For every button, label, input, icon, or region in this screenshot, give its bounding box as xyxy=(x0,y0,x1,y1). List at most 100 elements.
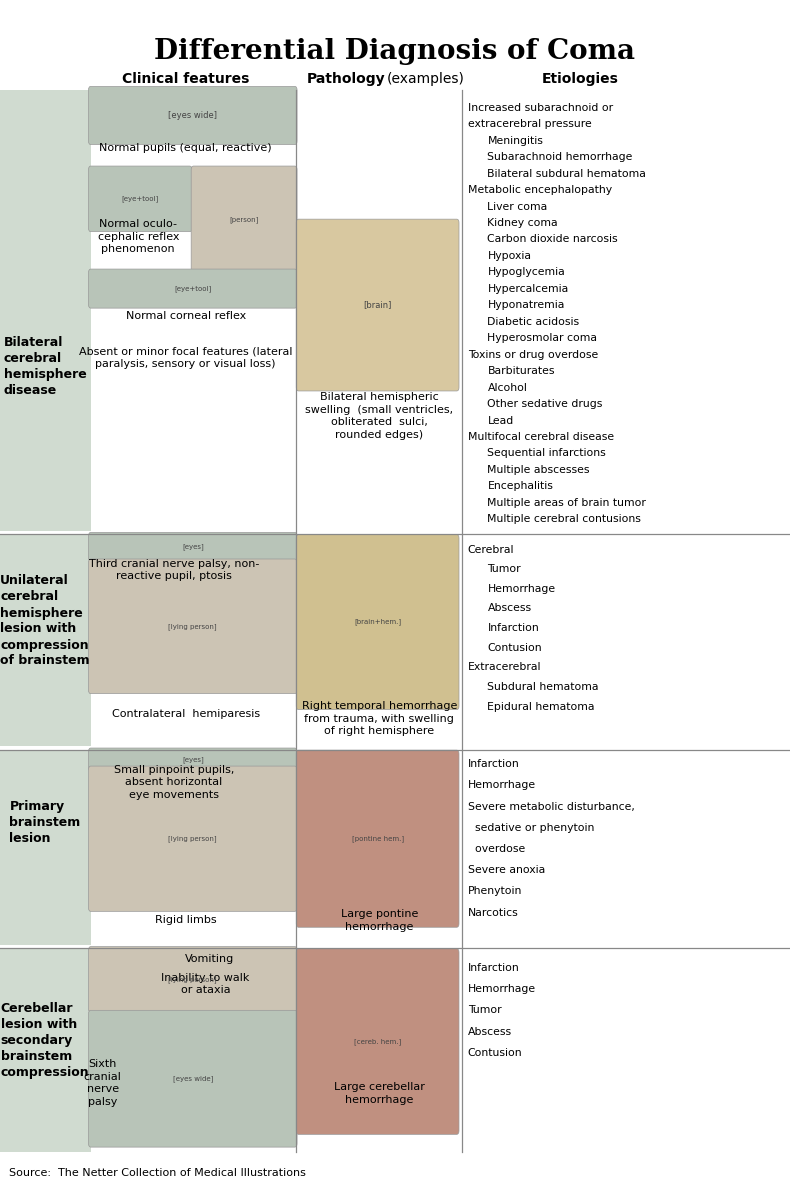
Text: Normal corneal reflex: Normal corneal reflex xyxy=(126,311,246,322)
Text: Lead: Lead xyxy=(487,415,514,426)
Text: [pontine hem.]: [pontine hem.] xyxy=(352,835,404,842)
Text: Hemorrhage: Hemorrhage xyxy=(487,584,555,594)
Text: Multiple areas of brain tumor: Multiple areas of brain tumor xyxy=(487,498,646,508)
Text: [brain+hem.]: [brain+hem.] xyxy=(354,619,401,625)
Text: Multifocal cerebral disease: Multifocal cerebral disease xyxy=(468,432,614,442)
Text: Multiple abscesses: Multiple abscesses xyxy=(487,464,590,475)
Text: Right temporal hemorrhage
from trauma, with swelling
of right hemisphere: Right temporal hemorrhage from trauma, w… xyxy=(302,701,457,736)
FancyBboxPatch shape xyxy=(88,947,297,1013)
Text: Primary
brainstem
lesion: Primary brainstem lesion xyxy=(9,800,81,845)
FancyBboxPatch shape xyxy=(191,166,297,274)
Text: Large cerebellar
hemorrhage: Large cerebellar hemorrhage xyxy=(333,1082,425,1105)
Text: Tumor: Tumor xyxy=(487,564,521,574)
FancyBboxPatch shape xyxy=(88,1010,297,1147)
Text: overdose: overdose xyxy=(468,844,525,854)
FancyBboxPatch shape xyxy=(296,750,459,928)
FancyBboxPatch shape xyxy=(88,166,192,232)
Text: Vomiting: Vomiting xyxy=(185,954,234,964)
Text: [eye+tool]: [eye+tool] xyxy=(174,286,212,292)
Text: Normal pupils (equal, reactive): Normal pupils (equal, reactive) xyxy=(100,144,272,154)
Text: [lying person]: [lying person] xyxy=(168,835,217,842)
Text: [brain]: [brain] xyxy=(363,300,392,310)
Text: Severe anoxia: Severe anoxia xyxy=(468,865,545,875)
Text: sedative or phenytoin: sedative or phenytoin xyxy=(468,823,594,833)
Text: Pathology: Pathology xyxy=(307,72,386,86)
Text: Hyponatremia: Hyponatremia xyxy=(487,300,565,311)
Text: Hypoglycemia: Hypoglycemia xyxy=(487,268,565,277)
Text: Hyperosmolar coma: Hyperosmolar coma xyxy=(487,334,597,343)
Text: Sixth
cranial
nerve
palsy: Sixth cranial nerve palsy xyxy=(84,1060,122,1106)
Text: Kidney coma: Kidney coma xyxy=(487,218,558,228)
Text: Small pinpoint pupils,
absent horizontal
eye movements: Small pinpoint pupils, absent horizontal… xyxy=(114,766,234,800)
Bar xyxy=(0,534,91,746)
Text: Liver coma: Liver coma xyxy=(487,202,547,211)
FancyBboxPatch shape xyxy=(296,949,459,1134)
Text: Hemorrhage: Hemorrhage xyxy=(468,984,536,995)
Text: Hypoxia: Hypoxia xyxy=(487,251,532,260)
Text: Source:  The Netter Collection of Medical Illustrations: Source: The Netter Collection of Medical… xyxy=(9,1169,307,1178)
Text: Subdural hematoma: Subdural hematoma xyxy=(487,682,599,692)
Text: [eye+tool]: [eye+tool] xyxy=(122,196,159,203)
Text: Unilateral
cerebral
hemisphere
lesion with
compression
of brainstem: Unilateral cerebral hemisphere lesion wi… xyxy=(0,575,90,667)
Text: Tumor: Tumor xyxy=(468,1006,502,1015)
Text: Cerebellar
lesion with
secondary
brainstem
compression: Cerebellar lesion with secondary brainst… xyxy=(1,1002,89,1079)
Text: Metabolic encephalopathy: Metabolic encephalopathy xyxy=(468,185,611,196)
Text: Infarction: Infarction xyxy=(468,760,520,769)
Text: Abscess: Abscess xyxy=(487,604,532,613)
Text: Narcotics: Narcotics xyxy=(468,907,518,918)
Text: Carbon dioxide narcosis: Carbon dioxide narcosis xyxy=(487,234,618,245)
FancyBboxPatch shape xyxy=(88,559,297,694)
Text: Contusion: Contusion xyxy=(468,1048,522,1058)
Text: Encephalitis: Encephalitis xyxy=(487,481,553,491)
Text: Multiple cerebral contusions: Multiple cerebral contusions xyxy=(487,515,641,524)
Text: Large pontine
hemorrhage: Large pontine hemorrhage xyxy=(340,910,418,931)
Bar xyxy=(0,750,91,944)
FancyBboxPatch shape xyxy=(88,269,297,308)
Text: Rigid limbs: Rigid limbs xyxy=(155,916,216,925)
Text: Cerebral: Cerebral xyxy=(468,545,514,554)
Text: Contusion: Contusion xyxy=(487,643,542,653)
Text: Toxins or drug overdose: Toxins or drug overdose xyxy=(468,349,598,360)
Text: Abscess: Abscess xyxy=(468,1027,512,1037)
Text: extracerebral pressure: extracerebral pressure xyxy=(468,119,592,130)
Text: Bilateral
cerebral
hemisphere
disease: Bilateral cerebral hemisphere disease xyxy=(4,336,86,397)
Text: Alcohol: Alcohol xyxy=(487,383,527,392)
Text: Absent or minor focal features (lateral
paralysis, sensory or visual loss): Absent or minor focal features (lateral … xyxy=(79,347,292,368)
Text: Meningitis: Meningitis xyxy=(487,136,544,145)
Text: Bilateral subdural hematoma: Bilateral subdural hematoma xyxy=(487,168,646,179)
Bar xyxy=(0,90,91,530)
Text: Etiologies: Etiologies xyxy=(542,72,619,86)
FancyBboxPatch shape xyxy=(88,86,297,144)
Text: Inability to walk
or ataxia: Inability to walk or ataxia xyxy=(161,973,250,996)
Text: [eyes]: [eyes] xyxy=(182,756,204,763)
FancyBboxPatch shape xyxy=(88,533,297,560)
Text: [eyes wide]: [eyes wide] xyxy=(168,110,217,120)
Text: Infarction: Infarction xyxy=(468,962,520,973)
FancyBboxPatch shape xyxy=(296,220,459,391)
Bar xyxy=(0,948,91,1152)
Text: [eyes]: [eyes] xyxy=(182,544,204,550)
Text: (examples): (examples) xyxy=(387,72,465,86)
Text: Extracerebral: Extracerebral xyxy=(468,662,541,672)
Text: [lying person]: [lying person] xyxy=(168,976,217,983)
FancyBboxPatch shape xyxy=(88,748,297,772)
Text: [eyes wide]: [eyes wide] xyxy=(172,1075,213,1082)
Text: Hemorrhage: Hemorrhage xyxy=(468,780,536,791)
Text: Contralateral  hemiparesis: Contralateral hemiparesis xyxy=(111,709,260,720)
Text: Clinical features: Clinical features xyxy=(122,72,250,86)
Text: Other sedative drugs: Other sedative drugs xyxy=(487,400,603,409)
FancyBboxPatch shape xyxy=(88,766,297,911)
Text: [person]: [person] xyxy=(229,217,259,223)
Text: Subarachnoid hemorrhage: Subarachnoid hemorrhage xyxy=(487,152,633,162)
Text: Bilateral hemispheric
swelling  (small ventricles,
obliterated  sulci,
rounded e: Bilateral hemispheric swelling (small ve… xyxy=(305,392,453,439)
Text: Epidural hematoma: Epidural hematoma xyxy=(487,702,595,712)
Text: [cereb. hem.]: [cereb. hem.] xyxy=(354,1038,401,1045)
Text: Normal oculo-
cephalic reflex
phenomenon: Normal oculo- cephalic reflex phenomenon xyxy=(97,220,179,254)
Text: Diabetic acidosis: Diabetic acidosis xyxy=(487,317,580,326)
Text: Hypercalcemia: Hypercalcemia xyxy=(487,284,569,294)
Text: Barbiturates: Barbiturates xyxy=(487,366,555,376)
Text: Infarction: Infarction xyxy=(487,623,540,634)
Text: Phenytoin: Phenytoin xyxy=(468,887,522,896)
Text: Severe metabolic disturbance,: Severe metabolic disturbance, xyxy=(468,802,634,811)
FancyBboxPatch shape xyxy=(296,534,459,709)
